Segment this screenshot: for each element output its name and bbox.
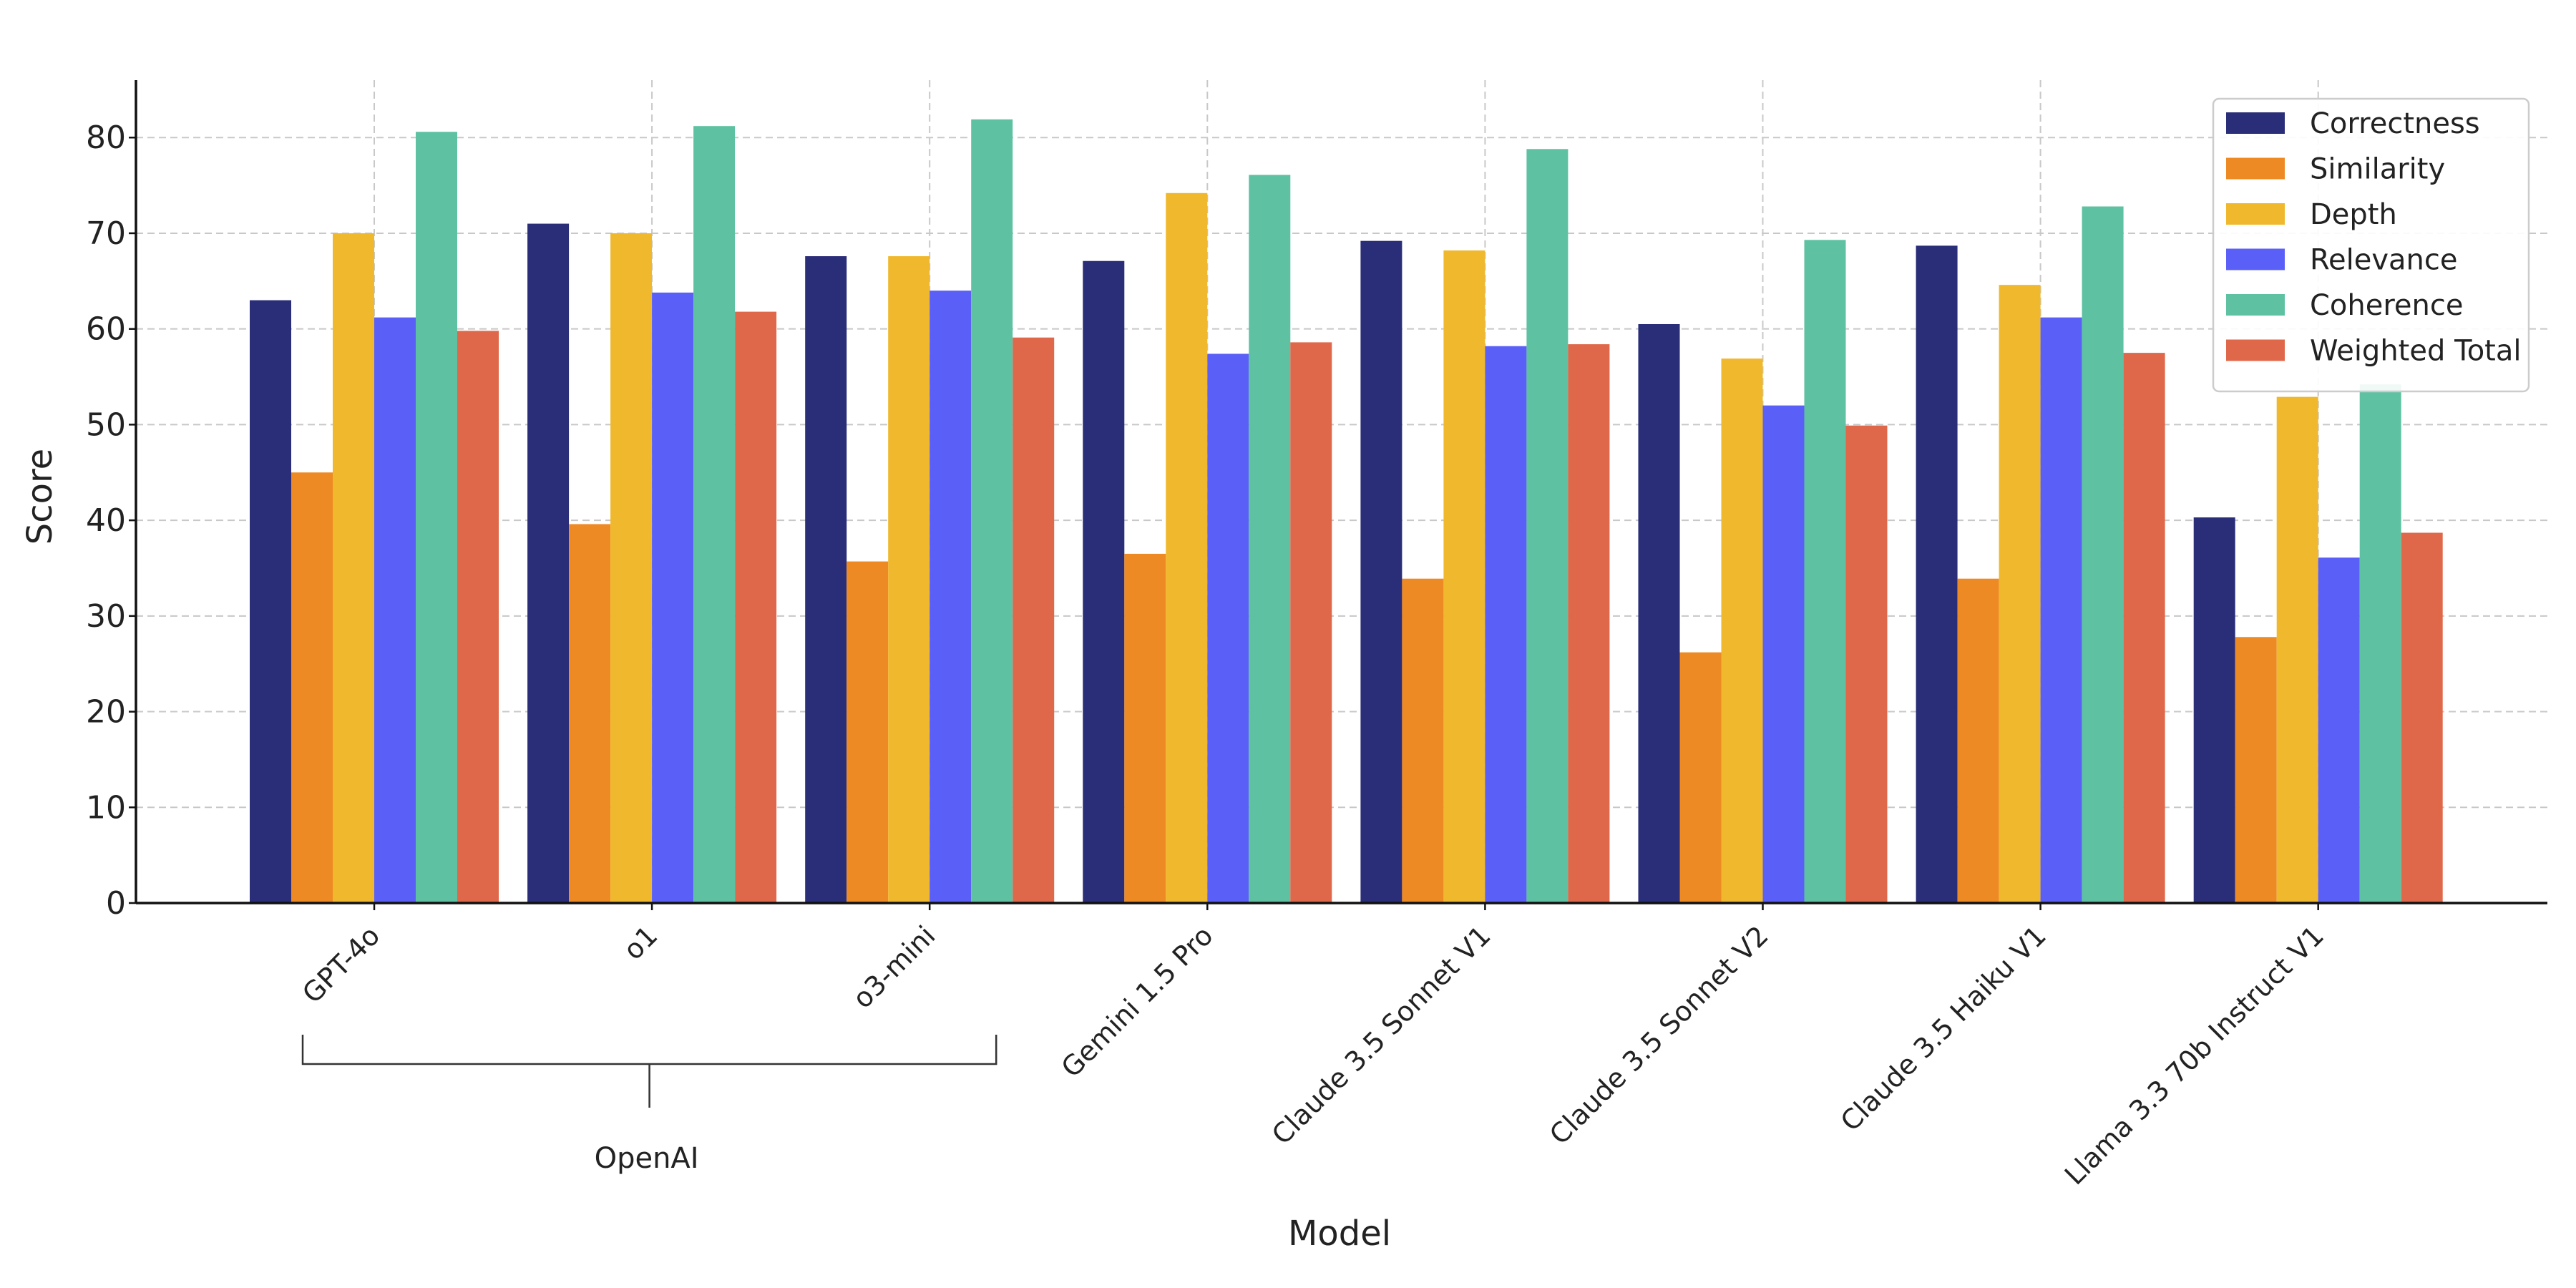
bar-coherence (693, 126, 736, 904)
bar-weighted-total (1845, 425, 1888, 903)
legend-label: Similarity (2310, 153, 2445, 186)
bar-relevance (374, 317, 416, 903)
bar-coherence (971, 119, 1013, 904)
group-bracket (301, 1035, 997, 1108)
bar-depth (1999, 285, 2041, 903)
bar-weighted-total (1290, 342, 1332, 903)
bar-weighted-total (457, 331, 499, 903)
bar-relevance (2318, 557, 2360, 903)
bar-correctness (527, 223, 570, 903)
bar-correctness (250, 300, 291, 904)
bar-coherence (1804, 240, 1846, 903)
y-tick-label: 0 (106, 885, 126, 922)
bar-similarity (2235, 637, 2277, 903)
y-tick-label: 50 (86, 406, 126, 443)
bar-relevance (1762, 405, 1805, 903)
y-tick-label: 80 (86, 119, 126, 156)
x-axis-title: Model (1288, 1214, 1391, 1254)
x-tick-label: Claude 3.5 Sonnet V2 (1543, 919, 1775, 1151)
bar-coherence (2082, 206, 2124, 904)
x-tick-label: o1 (618, 919, 664, 966)
bar-depth (2276, 396, 2318, 903)
y-tick-label: 70 (86, 215, 126, 252)
bar-correctness (1638, 323, 1680, 903)
group-label: OpenAI (595, 1142, 699, 1175)
x-tick-label: Llama 3.3 70b Instruct V1 (2059, 919, 2330, 1191)
y-tick-label: 30 (86, 598, 126, 635)
legend-label: Correctness (2310, 107, 2480, 140)
x-tick-label: o3-mini (847, 919, 941, 1014)
bar-coherence (2359, 384, 2401, 903)
bar-depth (1166, 192, 1208, 903)
x-tick-label: Claude 3.5 Haiku V1 (1835, 919, 2052, 1137)
y-tick-label: 40 (86, 502, 126, 539)
bar-correctness (1916, 245, 1958, 903)
bar-depth (1721, 358, 1763, 903)
bar-relevance (1485, 346, 1527, 904)
legend-swatch (2226, 294, 2285, 316)
bar-coherence (1526, 149, 1568, 904)
legend-swatch (2226, 339, 2285, 361)
bar-relevance (930, 291, 972, 903)
legend-label: Weighted Total (2310, 335, 2522, 368)
bar-similarity (291, 472, 333, 903)
bar-correctness (2193, 517, 2235, 903)
y-tick-label: 60 (86, 311, 126, 348)
bar-correctness (1083, 260, 1125, 903)
x-tick-label: Gemini 1.5 Pro (1055, 919, 1219, 1083)
bar-weighted-total (1568, 344, 1610, 903)
bar-weighted-total (1013, 337, 1055, 903)
legend: Correctness Similarity Depth Relevance Coher… (2212, 97, 2530, 393)
bar-depth (610, 233, 653, 903)
bar-depth (888, 256, 930, 903)
bar-similarity (1124, 553, 1166, 903)
bar-coherence (416, 132, 457, 903)
bar-depth (333, 233, 374, 903)
y-tick-label: 20 (86, 694, 126, 731)
x-tick-label: Claude 3.5 Sonnet V1 (1266, 919, 1497, 1151)
bar-similarity (1402, 578, 1444, 903)
bar-similarity (1957, 578, 1999, 903)
legend-box (2212, 97, 2530, 393)
bar-similarity (1679, 652, 1722, 903)
bar-weighted-total (735, 311, 777, 904)
bar-weighted-total (2401, 532, 2443, 903)
bars-layer (250, 119, 2443, 904)
legend-swatch (2226, 112, 2285, 134)
legend-label: Relevance (2310, 244, 2457, 277)
legend-label: Depth (2310, 198, 2397, 231)
bar-correctness (1360, 240, 1402, 904)
bar-similarity (569, 524, 611, 903)
x-tick-label: GPT-4o (296, 919, 386, 1009)
bar-similarity (847, 561, 889, 903)
y-axis-title: Score (20, 449, 60, 545)
legend-swatch (2226, 203, 2285, 225)
bar-coherence (1249, 175, 1291, 903)
bar-relevance (2040, 317, 2082, 903)
y-tick-label: 10 (86, 789, 126, 826)
annotation-layer: OpenAI (301, 1035, 997, 1175)
legend-swatch (2226, 157, 2285, 180)
bar-relevance (1207, 353, 1249, 903)
bar-weighted-total (2123, 353, 2165, 904)
bar-relevance (652, 292, 694, 903)
legend-swatch (2226, 248, 2285, 270)
bar-depth (1443, 250, 1485, 903)
bar-correctness (805, 256, 847, 903)
legend-label: Coherence (2310, 289, 2464, 322)
